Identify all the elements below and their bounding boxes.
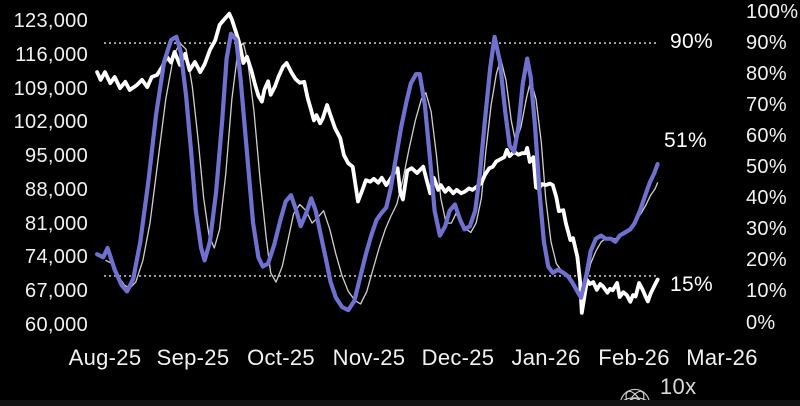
annotation-lower-threshold: 15% bbox=[670, 273, 713, 296]
annotation-current-value: 51% bbox=[664, 129, 707, 152]
white-price-line bbox=[95, 11, 660, 315]
bottom-edge-strip bbox=[0, 400, 800, 406]
brand-name: 10x Research bbox=[659, 374, 697, 399]
thin-indicator-line bbox=[105, 42, 659, 305]
purple-indicator-line bbox=[94, 31, 660, 313]
annotation-upper-threshold: 90% bbox=[670, 30, 713, 53]
